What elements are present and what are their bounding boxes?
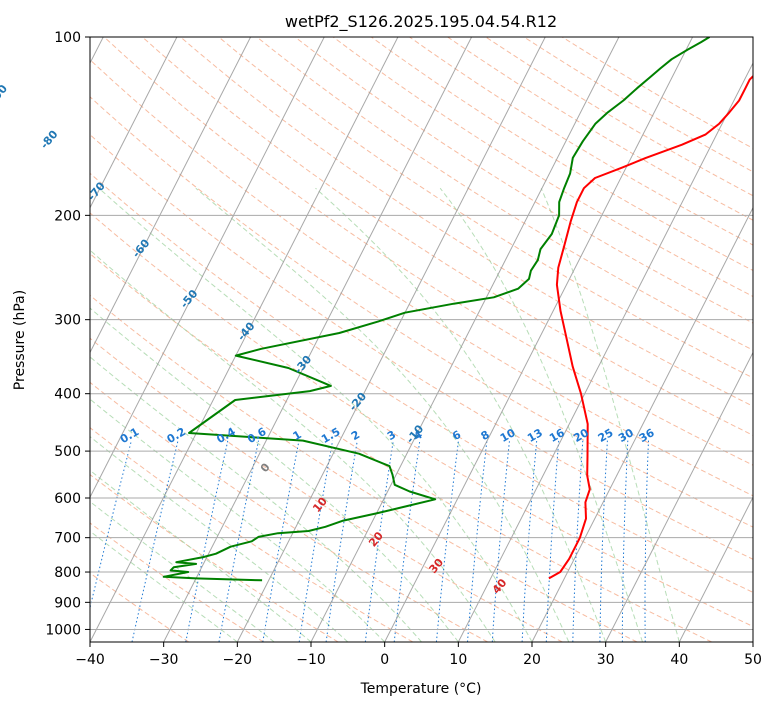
y-tick-label: 900	[54, 595, 81, 611]
x-tick-label: 0	[380, 652, 389, 668]
temperature-line	[548, 74, 753, 580]
x-tick-label: 20	[523, 652, 541, 668]
y-axis-label: Pressure (hPa)	[12, 290, 28, 390]
x-tick-label: 30	[597, 652, 615, 668]
isotherm-label: -90	[0, 82, 10, 106]
x-axis: −40 −30 −20 −10 0 10 20 30 40 50	[75, 642, 762, 668]
dry-adiabat	[332, 37, 753, 298]
y-tick-label: 400	[54, 387, 81, 403]
isotherm	[163, 37, 473, 642]
dry-adiabat	[90, 253, 712, 642]
x-tick-label: −40	[75, 652, 105, 668]
dry-adiabat	[523, 37, 753, 173]
dry-adiabat	[90, 522, 264, 642]
isotherm	[90, 37, 252, 354]
plot-frame	[89, 36, 754, 643]
mixing-ratio-line	[621, 440, 629, 642]
moist-adiabat	[90, 356, 422, 642]
mixing-ratio-line	[467, 440, 488, 642]
isotherm	[310, 37, 620, 642]
y-tick-label: 700	[54, 531, 81, 547]
y-tick-label: 200	[54, 208, 81, 224]
y-tick-label: 600	[54, 491, 81, 507]
dry-adiabat	[90, 337, 563, 642]
moist-adiabat	[540, 188, 680, 642]
dry-adiabat	[142, 37, 753, 436]
dry-adiabat	[561, 37, 753, 149]
mixing-ratio-line	[521, 440, 538, 642]
background-lines	[90, 37, 753, 642]
isotherm	[90, 37, 325, 499]
mixing-ratio-line	[131, 440, 179, 642]
x-tick-label: 50	[744, 652, 762, 668]
isotherm	[90, 37, 399, 642]
isotherm	[457, 61, 753, 642]
dry-adiabat	[90, 212, 753, 628]
mixing-ratio-line	[393, 440, 421, 642]
isotherm	[236, 37, 546, 642]
mixing-ratio-line	[90, 440, 132, 610]
x-tick-label: −30	[149, 652, 179, 668]
moist-adiabat	[90, 249, 496, 642]
chart-title: wetPf2_S126.2025.195.04.54.R12	[285, 12, 557, 32]
dry-adiabat	[90, 381, 488, 642]
y-tick-label: 500	[54, 444, 81, 460]
dry-adiabat	[90, 427, 414, 642]
mixing-ratio-line	[491, 440, 510, 642]
mixing-ratio-line	[545, 440, 560, 642]
x-tick-label: −20	[223, 652, 253, 668]
isotherm	[90, 37, 178, 209]
isotherm	[605, 351, 753, 642]
gridlines	[90, 37, 753, 642]
dewpoint-line	[162, 37, 711, 582]
moist-adiabat	[90, 307, 459, 642]
moist-adiabat	[90, 398, 386, 642]
moist-adiabat	[315, 187, 607, 642]
dry-adiabat	[256, 37, 753, 351]
moist-adiabat	[90, 501, 275, 642]
isotherm	[531, 206, 753, 642]
dry-adiabat	[90, 133, 753, 560]
dry-adiabat	[409, 37, 753, 246]
mixing-ratio-line	[572, 440, 584, 642]
x-tick-label: 40	[670, 652, 688, 668]
y-tick-label: 300	[54, 313, 81, 329]
moist-adiabat	[90, 469, 312, 642]
moist-adiabat	[439, 187, 643, 642]
mixing-ratio-line	[599, 440, 608, 642]
dry-adiabat	[294, 37, 753, 324]
moist-adiabat	[90, 435, 349, 642]
series-lines	[162, 37, 753, 582]
mixing-ratio-line	[364, 440, 394, 642]
y-axis: 100 200 300 400 500 600 700 800 900 1000	[45, 30, 90, 638]
y-tick-label: 1000	[45, 622, 81, 638]
dry-adiabat	[90, 294, 638, 642]
x-axis-label: Temperature (°C)	[360, 681, 482, 697]
isotherm	[384, 37, 694, 642]
x-tick-label: 10	[449, 652, 467, 668]
dry-adiabat	[218, 37, 753, 379]
mixing-ratio-line	[644, 440, 649, 642]
dry-adiabat	[180, 37, 753, 407]
x-tick-label: −10	[296, 652, 326, 668]
y-tick-label: 800	[54, 565, 81, 581]
dry-adiabat	[447, 37, 753, 221]
isotherm	[678, 496, 753, 642]
moist-adiabat	[98, 187, 533, 642]
y-tick-label: 100	[54, 30, 81, 46]
mixing-ratio-line	[435, 440, 459, 642]
